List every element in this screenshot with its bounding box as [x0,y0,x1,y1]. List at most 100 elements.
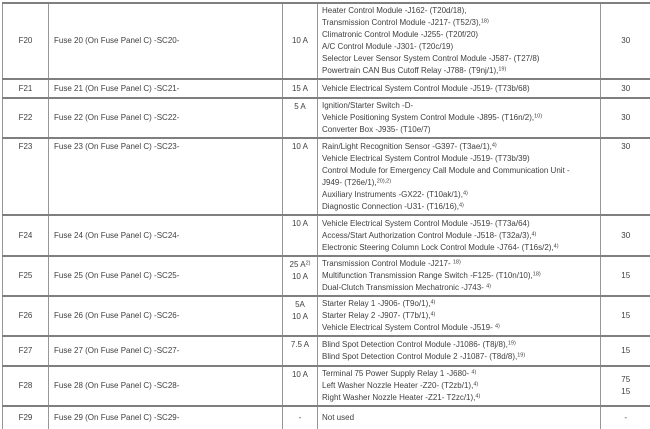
text: Vehicle Electrical System Control Module… [322,219,530,228]
fuse-components-cell: Heater Control Module -J162- (T20d/18),T… [318,3,601,79]
footnote-superscript: 4) [430,300,435,306]
terminal-value: 30 [601,141,650,153]
fuse-id-cell: F28 [3,366,49,406]
text-line: Starter Relay 1 -J906- (T9o/1),4) [322,298,600,310]
fuse-description-cell: Fuse 29 (On Fuse Panel C) -SC29- [49,406,283,429]
fuse-value-cell: - [601,406,650,429]
terminal-value: 15 [601,386,650,398]
footnote-superscript: 4) [495,324,500,330]
fuse-id-cell: F24 [3,215,49,256]
text-line: Left Washer Nozzle Heater -Z20- (T2zb/1)… [322,380,600,392]
text-line: Right Washer Nozzle Heater -Z21- T2zc/1)… [322,392,600,404]
footnote-superscript: 4) [459,203,464,209]
text: Diagnostic Connection -U31- (T16/16), [322,202,459,211]
footnote-superscript: 18) [533,272,541,278]
text-line: Control Module for Emergency Call Module… [322,165,600,177]
fuse-amperage-cell: 7.5 A [283,336,318,366]
text: Left Washer Nozzle Heater -Z20- (T2zb/1)… [322,381,473,390]
text-line: 5A [283,299,317,311]
footnote-superscript: 19) [508,341,516,347]
text-line: Transmission Control Module -J217- 18) [322,258,600,270]
fuse-id-cell: F23 [3,138,49,215]
text-line: Rain/Light Recognition Sensor -G397- (T3… [322,141,600,153]
fuse-components-cell: Ignition/Starter Switch -D-Vehicle Posit… [318,98,601,138]
footnote-superscript: 19) [517,353,525,359]
footnote-superscript: 4) [430,312,435,318]
text: 10 A [292,272,308,281]
text: Multifunction Transmission Range Switch … [322,271,533,280]
fuse-amperage-cell: 10 A [283,138,318,215]
text: Converter Box -J935- (T10e/7) [322,125,431,134]
fuse-components-cell: Vehicle Electrical System Control Module… [318,215,601,256]
fuse-components-cell: Terminal 75 Power Supply Relay 1 -J680- … [318,366,601,406]
fuse-value-cell: 30 [601,138,650,215]
text: - [299,413,302,422]
text-line: J949- (T26e/1),20),2) [322,177,600,189]
text: Transmission Control Module -J217- [322,259,453,268]
text-line: Terminal 75 Power Supply Relay 1 -J680- … [322,368,600,380]
text-line: 10 A [283,311,317,323]
text-line: Vehicle Electrical System Control Module… [322,322,600,334]
footnote-superscript: 10) [534,114,542,120]
text: Vehicle Electrical System Control Module… [322,84,530,93]
footnote-superscript: 4) [471,370,476,376]
terminal-value: 15 [601,310,650,322]
text: Auxiliary Instruments -GX22- (T10ak/1), [322,190,463,199]
text: Electronic Steering Column Lock Control … [322,243,554,252]
terminal-value: 30 [601,83,650,95]
fuse-value-cell: 15 [601,296,650,336]
text-line: 10 A [283,35,317,47]
text: 10 A [292,36,308,45]
text: Terminal 75 Power Supply Relay 1 -J680- [322,369,471,378]
text: Starter Relay 2 -J907- (T7b/1), [322,311,430,320]
text: J949- (T26e/1), [322,178,377,187]
text-line: Converter Box -J935- (T10e/7) [322,124,600,136]
text: Vehicle Electrical System Control Module… [322,154,530,163]
text-line: 25 A2) [283,259,317,271]
text-line: Selector Lever Sensor System Control Mod… [322,53,600,65]
terminal-value: 15 [601,345,650,357]
terminal-value: 15 [601,270,650,282]
fuse-description-cell: Fuse 22 (On Fuse Panel C) -SC22- [49,98,283,138]
text-line: A/C Control Module -J301- (T20c/19) [322,41,600,53]
text: Blind Spot Detection Control Module 2 -J… [322,352,517,361]
text: Access/Start Authorization Control Modul… [322,231,531,240]
text-line: 10 A [283,369,317,381]
terminal-value: - [601,412,650,424]
text-line: 5 A [283,101,317,113]
fuse-value-cell: 30 [601,3,650,79]
fuse-value-cell: 30 [601,79,650,98]
text: 7.5 A [291,340,309,349]
fuse-amperage-cell: 10 A [283,3,318,79]
text: Control Module for Emergency Call Module… [322,166,570,175]
fuse-description-cell: Fuse 24 (On Fuse Panel C) -SC24- [49,215,283,256]
fuse-id-cell: F20 [3,3,49,79]
text: Not used [322,413,354,422]
text: Vehicle Positioning System Control Modul… [322,113,534,122]
text: Dual-Clutch Transmission Mechatronic -J7… [322,283,486,292]
fuse-amperage-cell: 10 A [283,366,318,406]
text-line: 7.5 A [283,339,317,351]
terminal-value: 30 [601,230,650,242]
text-line: Vehicle Electrical System Control Module… [322,153,600,165]
fuse-description-cell: Fuse 27 (On Fuse Panel C) -SC27- [49,336,283,366]
fuse-id-cell: F27 [3,336,49,366]
text-line: 15 A [283,83,317,95]
footnote-superscript: 4) [473,382,478,388]
footnote-superscript: 4) [492,143,497,149]
fuse-components-cell: Rain/Light Recognition Sensor -G397- (T3… [318,138,601,215]
fuse-description-cell: Fuse 25 (On Fuse Panel C) -SC25- [49,256,283,296]
fuse-id-cell: F25 [3,256,49,296]
fuse-description-cell: Fuse 21 (On Fuse Panel C) -SC21- [49,79,283,98]
fuse-value-cell: 30 [601,215,650,256]
text: 15 A [292,84,308,93]
text: 10 A [292,219,308,228]
